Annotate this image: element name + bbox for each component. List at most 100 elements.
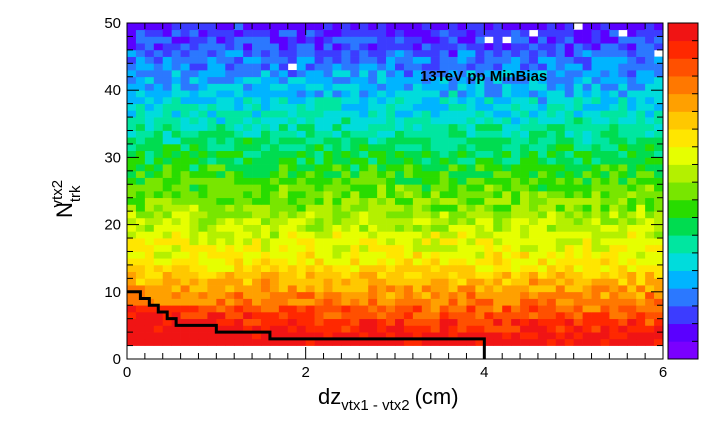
heatmap-cell [564,231,575,239]
heatmap-cell [591,264,601,272]
heatmap-cell [457,298,467,306]
heatmap-cell [332,305,342,313]
heatmap-cell [484,130,494,138]
heatmap-cell [386,164,396,172]
heatmap-cell [359,211,369,219]
heatmap-cell [296,291,307,299]
heatmap-cell [395,211,405,219]
heatmap-cell [180,318,190,326]
heatmap-cell [305,130,315,138]
heatmap-cell [546,278,557,286]
heatmap-cell [609,217,619,225]
heatmap-cell [368,311,378,320]
heatmap-cell [153,278,164,286]
heatmap-cell [403,244,414,252]
heatmap-cell [403,130,414,138]
heatmap-cell [412,49,423,57]
heatmap-cell [484,285,494,293]
heatmap-cell [448,56,458,64]
heatmap-cell [252,271,262,279]
heatmap-cell [377,285,387,293]
heatmap-cell [493,211,503,219]
heatmap-cell [153,137,164,145]
heatmap-cell [421,137,432,145]
heatmap-cell [654,278,664,286]
heatmap-cell [287,170,298,178]
heatmap-cell [180,36,190,44]
heatmap-cell [368,291,378,299]
heatmap-cell [171,76,181,84]
heatmap-cell [350,123,360,131]
heatmap-cell [537,157,548,165]
heatmap-cell [573,137,583,145]
heatmap-cell [341,325,351,333]
heatmap-cell [162,63,173,71]
heatmap-cell [493,217,503,225]
heatmap-cell [466,110,476,118]
heatmap-cell [180,96,190,104]
heatmap-cell [189,137,199,145]
heatmap-cell [395,197,405,205]
heatmap-cell [127,23,137,31]
heatmap-cell [377,305,387,313]
heatmap-cell [189,96,199,104]
heatmap-cell [386,184,396,192]
heatmap-cell [180,76,190,84]
heatmap-cell [252,110,262,118]
heatmap-cell [261,96,271,104]
heatmap-cell [448,83,458,91]
heatmap-cell [323,170,333,178]
heatmap-cell [395,285,405,293]
heatmap-cell [582,238,592,246]
heatmap-cell [395,311,405,320]
heatmap-cell [135,238,146,246]
heatmap-cell [654,70,664,78]
heatmap-cell [645,103,655,111]
heatmap-cell [546,177,557,185]
heatmap-cell [609,117,619,125]
heatmap-cell [287,117,298,125]
heatmap-cell [582,96,592,104]
heatmap-cell [654,204,664,212]
heatmap-cell [529,137,539,145]
heatmap-cell [475,96,485,104]
heatmap-cell [591,103,601,111]
heatmap-cell [555,157,566,165]
heatmap-cell [555,258,566,266]
heatmap-cell [457,90,467,98]
heatmap-cell [609,29,619,37]
heatmap-cell [403,96,414,104]
heatmap-cell [457,164,467,172]
heatmap-cell [323,238,333,246]
heatmap-cell [341,49,351,57]
heatmap-cell [636,90,646,98]
heatmap-cell [234,63,244,71]
heatmap-cell [314,278,324,286]
heatmap-cell [600,137,610,145]
heatmap-cell [332,49,342,57]
heatmap-cell [600,90,610,98]
heatmap-cell [564,157,575,165]
heatmap-cell [278,278,289,286]
heatmap-cell [368,96,378,104]
heatmap-cell [493,311,503,320]
heatmap-cell [466,157,476,165]
heatmap-cell [600,318,610,326]
heatmap-cell [537,29,548,37]
heatmap-cell [350,264,360,272]
heatmap-cell [448,29,458,37]
heatmap-cell [278,70,289,78]
heatmap-cell [368,36,378,44]
heatmap-cell [144,130,155,138]
heatmap-cell [537,96,548,104]
heatmap-cell [377,76,387,84]
heatmap-cell [502,23,512,31]
heatmap-cell [457,83,467,91]
heatmap-cell [314,96,324,104]
heatmap-cell [430,258,441,266]
heatmap-cell [618,117,628,125]
heatmap-cell [546,23,557,31]
heatmap-cell [645,191,655,199]
heatmap-cell [618,197,628,205]
heatmap-cell [475,211,485,219]
